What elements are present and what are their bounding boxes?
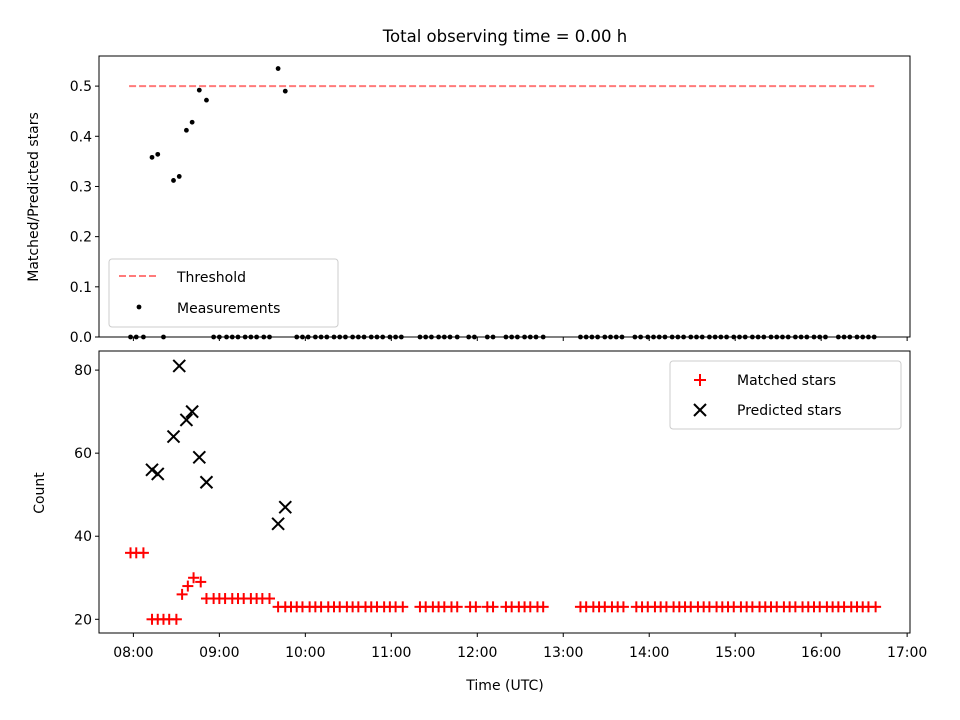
x-tick-label: 13:00 xyxy=(543,645,583,661)
chart-title: Total observing time = 0.00 h xyxy=(382,27,627,46)
top-y-axis-label: Matched/Predicted stars xyxy=(26,112,42,282)
predicted-star-point xyxy=(179,413,194,427)
matched-star-point xyxy=(451,601,463,613)
matched-star-point xyxy=(195,576,207,588)
top-panel: 0.0 0.1 0.2 0.3 0.4 0.5 Matched/Predicted sta… xyxy=(26,55,911,346)
x-axis-label: Time (UTC) xyxy=(465,678,543,694)
bottom-y-tick-label: 20 xyxy=(74,612,92,628)
matched-star-point xyxy=(470,601,482,613)
matched-star-point xyxy=(487,601,499,613)
top-axes-frame xyxy=(98,55,911,338)
measurement-point xyxy=(282,88,288,94)
measurement-point xyxy=(275,66,281,71)
top-y-tick-label: 0.1 xyxy=(70,280,92,296)
top-y-tick-label: 0.2 xyxy=(70,230,92,246)
measurement-point xyxy=(189,119,195,125)
legend-matched-marker xyxy=(694,374,706,386)
bottom-y-tick-label: 60 xyxy=(74,446,92,462)
legend-predicted-marker xyxy=(693,403,707,417)
matched-star-point xyxy=(137,547,149,559)
matched-star-point xyxy=(170,613,182,625)
predicted-star-point xyxy=(192,450,207,465)
x-tick-label: 10:00 xyxy=(285,645,325,661)
matched-star-point xyxy=(397,601,409,613)
matched-star-point xyxy=(617,601,629,613)
x-tick-label: 11:00 xyxy=(371,645,411,661)
measurement-point xyxy=(184,127,189,133)
top-y-tick-label: 0.3 xyxy=(70,179,92,195)
matched-star-point xyxy=(537,601,549,613)
top-legend: Threshold Measurements xyxy=(108,258,339,328)
predicted-star-point xyxy=(185,404,199,419)
predicted-star-point xyxy=(199,475,214,489)
x-tick-label: 17:00 xyxy=(887,645,927,661)
measurement-point xyxy=(204,97,209,103)
bottom-y-tick-label: 80 xyxy=(74,363,92,379)
top-y-tick-label: 0.5 xyxy=(70,79,92,95)
predicted-star-point xyxy=(278,500,292,514)
matched-star-point xyxy=(870,601,882,613)
matched-star-point xyxy=(188,572,200,584)
top-y-tick-label: 0.0 xyxy=(70,330,92,346)
bottom-panel: 20 40 60 80 08:00 09:00 10:00 11:00 12:00 13:00 14… xyxy=(32,350,927,694)
measurement-point xyxy=(171,178,176,183)
x-tick-label: 16:00 xyxy=(801,645,841,661)
measurement-point xyxy=(149,154,155,160)
x-tick-label: 15:00 xyxy=(715,645,755,661)
bottom-y-tick-label: 40 xyxy=(74,529,92,545)
predicted-star-point xyxy=(172,359,186,373)
legend-threshold-label: Threshold xyxy=(176,270,246,286)
matched-star-point xyxy=(264,593,276,605)
legend-measurements-label: Measurements xyxy=(177,301,280,317)
legend-predicted-label: Predicted stars xyxy=(737,403,842,419)
measurement-point xyxy=(176,174,182,179)
bottom-legend: Matched stars Predicted stars xyxy=(669,360,902,430)
bottom-y-axis-label: Count xyxy=(32,472,48,514)
x-tick-label: 12:00 xyxy=(457,645,497,661)
top-y-tick-label: 0.4 xyxy=(70,129,92,145)
predicted-star-point xyxy=(145,463,159,477)
matched-star-point xyxy=(176,588,188,600)
predicted-star-point xyxy=(166,429,181,444)
legend-measurements-marker xyxy=(136,304,142,310)
bottom-axes-frame xyxy=(98,350,911,634)
measurement-point xyxy=(196,87,202,93)
predicted-star-point xyxy=(271,517,285,531)
measurement-point xyxy=(155,151,161,157)
x-tick-label: 08:00 xyxy=(113,645,153,661)
matched-star-point xyxy=(182,580,194,592)
x-tick-label: 14:00 xyxy=(629,645,669,661)
predicted-star-point xyxy=(151,467,165,481)
x-tick-label: 09:00 xyxy=(199,645,239,661)
legend-matched-label: Matched stars xyxy=(737,373,836,389)
